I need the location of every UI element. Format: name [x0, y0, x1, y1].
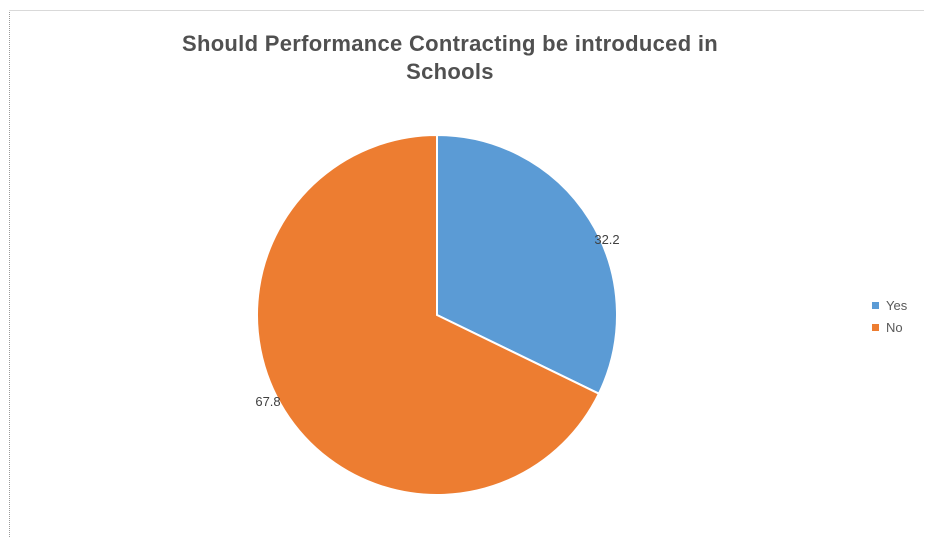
legend-label-no: No: [886, 319, 903, 335]
pie-slice-yes: [436, 133, 618, 396]
legend: Yes No: [872, 294, 907, 338]
data-label-no: 67.8: [255, 394, 280, 409]
pie-data-labels: 32.2 67.8: [255, 232, 619, 409]
frame-left-border: [9, 10, 10, 537]
pie-slices: [256, 133, 618, 496]
data-label-yes: 32.2: [594, 232, 619, 247]
chart-title-line-2: Schools: [406, 59, 494, 84]
legend-label-yes: Yes: [886, 297, 908, 313]
legend-swatch-no: [872, 323, 879, 331]
frame-top-border: [9, 10, 924, 11]
legend-swatch-yes: [872, 301, 879, 309]
chart-title: Should Performance Contracting be introd…: [110, 30, 790, 86]
pie-slice-no: [256, 133, 601, 496]
legend-item-no: No: [872, 316, 907, 338]
legend-item-yes: Yes: [872, 294, 907, 316]
chart-title-line-1: Should Performance Contracting be introd…: [181, 31, 719, 56]
